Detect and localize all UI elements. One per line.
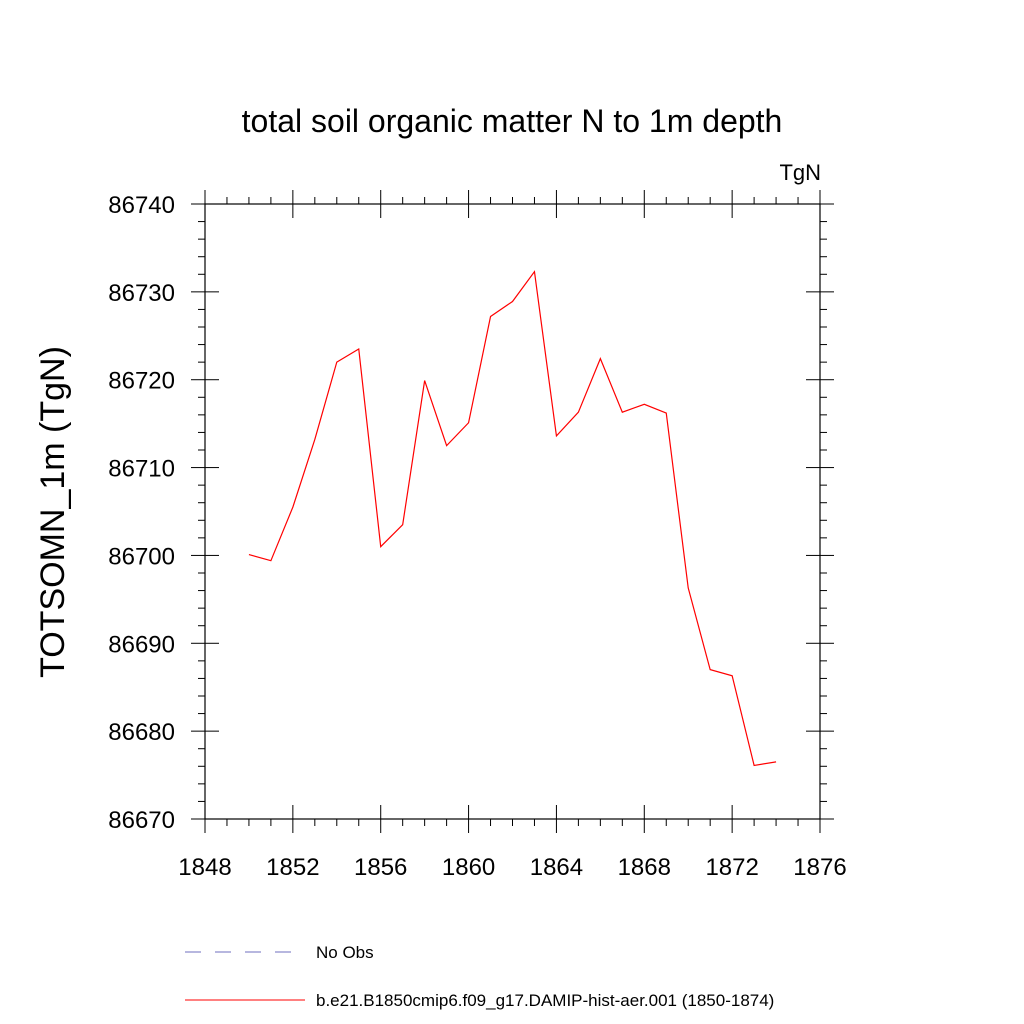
x-tick-label: 1872 — [705, 854, 758, 881]
legend-label: b.e21.B1850cmip6.f09_g17.DAMIP-hist-aer.… — [316, 991, 774, 1010]
y-tick-label: 86680 — [108, 719, 175, 746]
x-tick-label: 1860 — [442, 854, 495, 881]
series-line — [248, 270, 777, 767]
x-tick-label: 1868 — [618, 854, 671, 881]
y-tick-label: 86690 — [108, 631, 175, 658]
y-tick-label: 86740 — [108, 192, 175, 219]
plot-frame — [204, 203, 821, 820]
legend: No Obs b.e21.B1850cmip6.f09_g17.DAMIP-his… — [185, 943, 774, 1010]
y-tick-label: 86670 — [108, 807, 175, 834]
legend-label: No Obs — [316, 943, 374, 962]
tick-labels: 1848 1852 1856 1860 1864 1868 1872 1876 86670 866… — [108, 192, 846, 881]
x-tick-label: 1852 — [266, 854, 319, 881]
y-tick-label: 86720 — [108, 368, 175, 395]
y-axis-label: TOTSOMN_1m (TgN) — [34, 346, 72, 678]
units-label: TgN — [779, 160, 821, 185]
chart-title: total soil organic matter N to 1m depth — [242, 103, 783, 139]
y-tick-label: 86710 — [108, 456, 175, 483]
x-tick-label: 1848 — [178, 854, 231, 881]
x-tick-label: 1876 — [793, 854, 846, 881]
series-layer — [248, 270, 777, 767]
x-tick-label: 1856 — [354, 854, 407, 881]
y-tick-label: 86730 — [108, 280, 175, 307]
axis-ticks — [191, 190, 834, 833]
x-tick-label: 1864 — [530, 854, 583, 881]
y-tick-label: 86700 — [108, 543, 175, 570]
